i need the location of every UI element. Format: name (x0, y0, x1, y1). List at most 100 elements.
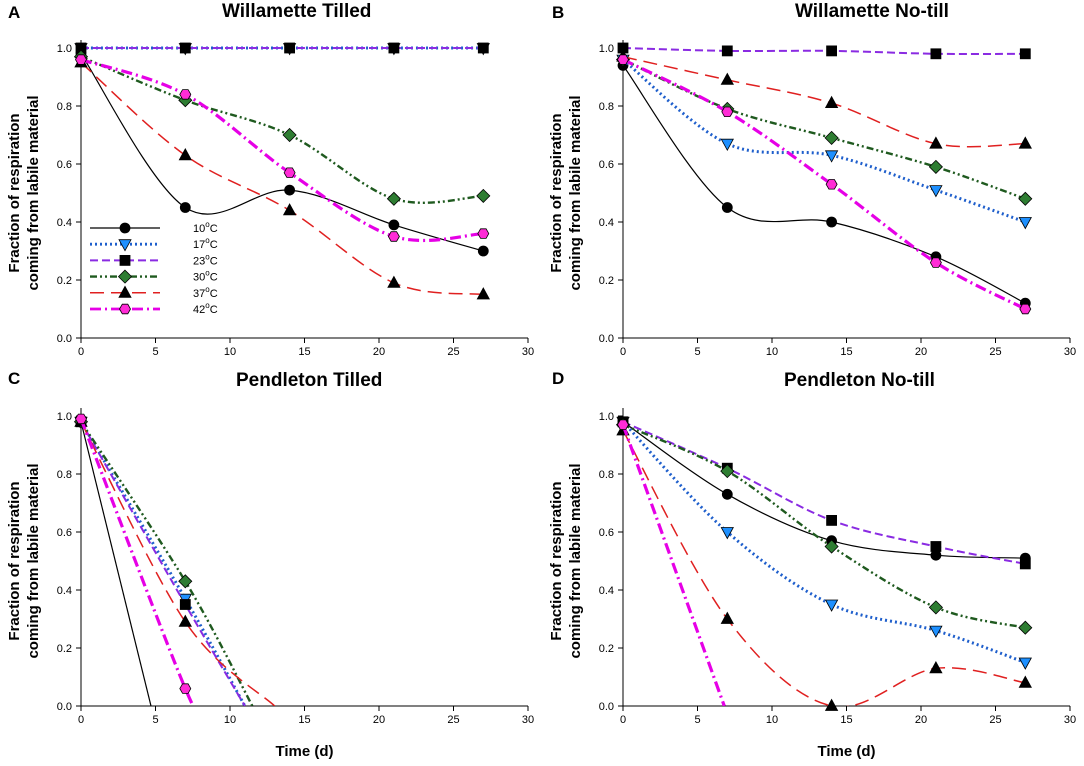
series-42C (617, 419, 726, 706)
x-tick-label: 5 (152, 346, 158, 358)
panel-letter: C (8, 369, 20, 388)
x-tick-label: 25 (989, 346, 1001, 358)
series-line-37C (623, 55, 1026, 148)
y-axis-label-line1: Fraction of respiration (6, 113, 23, 272)
series-37C (616, 423, 1032, 711)
y-tick-label: 0.6 (57, 159, 72, 171)
legend-label: 23oC (193, 252, 218, 267)
data-point (928, 600, 943, 615)
series-23C (617, 416, 1031, 570)
y-axis-label-line1: Fraction of respiration (548, 481, 565, 640)
x-tick-label: 10 (766, 346, 778, 358)
legend-entry-37C: 37oC (90, 285, 218, 300)
data-point (720, 464, 735, 479)
series-line-42C (623, 58, 1027, 311)
y-tick-label: 0.6 (57, 527, 72, 539)
y-tick-label: 0.2 (599, 275, 614, 287)
chart-panel-b: B Willamette No-till 0 5 10 15 20 25 30 0.0 0.2 0.4… (548, 1, 1076, 358)
y-tick-label: 0.0 (599, 333, 614, 345)
data-point (929, 136, 943, 149)
panel-letter: A (8, 3, 20, 22)
x-tick-label: 20 (373, 714, 385, 726)
data-point (826, 515, 837, 526)
x-tick-label: 30 (522, 346, 534, 358)
data-point (930, 48, 942, 60)
y-axis-label: Fraction of respiration coming from labil… (6, 463, 42, 658)
legend-label: 30oC (193, 269, 218, 284)
data-point (720, 527, 734, 540)
x-tick-label: 15 (298, 346, 310, 358)
y-tick-label: 1.0 (599, 411, 614, 423)
series-42C (75, 54, 490, 243)
series-line-42C (623, 424, 726, 706)
series-17C (616, 416, 1032, 670)
data-point (284, 184, 296, 196)
data-point (929, 625, 943, 638)
y-tick-label: 0.8 (57, 469, 72, 481)
y-tick-label: 0.2 (599, 643, 614, 655)
series-line-37C (81, 421, 276, 706)
series-line-10C (81, 421, 152, 706)
legend-entry-17C: 17oC (90, 236, 218, 252)
series-30C (73, 49, 491, 206)
y-tick-label: 1.0 (599, 43, 614, 55)
x-tick-label: 15 (840, 714, 852, 726)
series-10C (617, 60, 1031, 309)
data-point (824, 539, 839, 554)
y-tick-label: 0.0 (57, 333, 72, 345)
legend-label-value: 23 (193, 255, 205, 267)
y-tick-label: 0.8 (599, 469, 614, 481)
y-tick-label: 0.2 (57, 643, 72, 655)
data-point (282, 127, 297, 143)
series-23C (617, 42, 1031, 60)
y-tick-label: 0.6 (599, 527, 614, 539)
series-17C (74, 43, 490, 56)
legend-label-unit: C (210, 239, 218, 251)
data-point (1019, 303, 1032, 315)
x-tick-label: 10 (224, 346, 236, 358)
data-point (929, 257, 942, 268)
legend-label-value: 17 (193, 239, 205, 251)
series-line-10C (623, 65, 1026, 304)
data-point (476, 188, 491, 203)
legend-label-degree: o (205, 269, 210, 278)
legend-marker (117, 269, 133, 284)
panel-title: Willamette No-till (795, 1, 949, 22)
data-point (1018, 620, 1033, 635)
data-point (617, 419, 629, 430)
series-42C (617, 54, 1032, 315)
data-point (476, 287, 490, 300)
panel-title: Pendleton Tilled (236, 370, 382, 391)
data-point (824, 698, 839, 711)
series-37C (616, 49, 1032, 149)
y-tick-label: 0.4 (57, 585, 72, 597)
data-point (178, 574, 193, 589)
legend-label-degree: o (205, 220, 210, 229)
y-tick-label: 0.4 (599, 217, 614, 229)
series-line-42C (81, 418, 204, 706)
y-axis-label-line2: coming from labile material (567, 95, 584, 290)
data-point (75, 54, 87, 65)
x-tick-label: 5 (694, 346, 700, 358)
x-tick-label: 20 (915, 346, 927, 358)
series-line-23C (81, 421, 246, 706)
data-point (387, 231, 400, 242)
data-point (825, 179, 838, 190)
legend-label: 42oC (193, 301, 218, 316)
legend-label: 10oC (193, 220, 218, 235)
y-tick-label: 1.0 (57, 43, 72, 55)
data-point (477, 42, 489, 54)
data-point (826, 45, 837, 57)
series-line-30C (623, 423, 1026, 629)
y-axis-label-line2: coming from labile material (25, 95, 42, 290)
data-point (1018, 217, 1032, 230)
series-23C (75, 42, 489, 54)
legend-label-value: 30 (193, 272, 205, 284)
series-30C (615, 52, 1033, 206)
chart-panel-d: D Pendleton No-till 0 5 10 15 20 25 30 0.0 0.2 0.4 0… (548, 369, 1076, 760)
y-tick-label: 0.0 (57, 701, 72, 713)
data-point (477, 245, 489, 257)
data-point (179, 202, 191, 213)
data-point (386, 191, 401, 206)
